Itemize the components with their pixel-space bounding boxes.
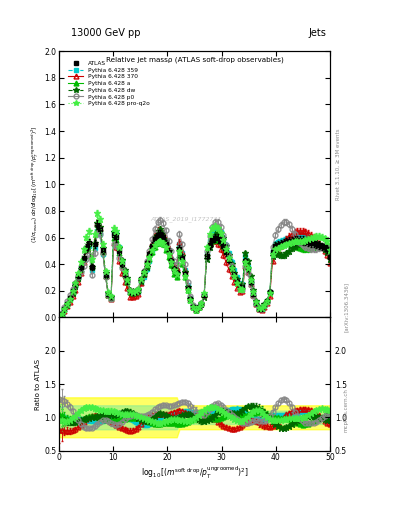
Text: mcplots.cern.ch: mcplots.cern.ch [344, 388, 349, 432]
Text: [arXiv:1306.3436]: [arXiv:1306.3436] [344, 282, 349, 332]
Text: Jets: Jets [309, 28, 326, 38]
Text: Rivet 3.1.10, ≥ 3M events: Rivet 3.1.10, ≥ 3M events [336, 128, 341, 200]
Text: ATLAS_2019_I1772731: ATLAS_2019_I1772731 [151, 216, 222, 222]
Y-axis label: $(1/\sigma_{\rm resum})\ d\sigma/d\log_{10}[(m^{\rm soft\ drop}/p_T^{\rm ungroom: $(1/\sigma_{\rm resum})\ d\sigma/d\log_{… [30, 125, 41, 243]
X-axis label: $\log_{10}[(m^{\rm soft\ drop}/p_T^{\rm ungroomed})^2]$: $\log_{10}[(m^{\rm soft\ drop}/p_T^{\rm … [141, 465, 248, 481]
Legend: ATLAS, Pythia 6.428 359, Pythia 6.428 370, Pythia 6.428 a, Pythia 6.428 dw, Pyth: ATLAS, Pythia 6.428 359, Pythia 6.428 37… [67, 59, 151, 108]
Y-axis label: Ratio to ATLAS: Ratio to ATLAS [35, 358, 41, 410]
Text: Relative jet massρ (ATLAS soft-drop observables): Relative jet massρ (ATLAS soft-drop obse… [106, 56, 283, 63]
Text: 13000 GeV pp: 13000 GeV pp [71, 28, 140, 38]
